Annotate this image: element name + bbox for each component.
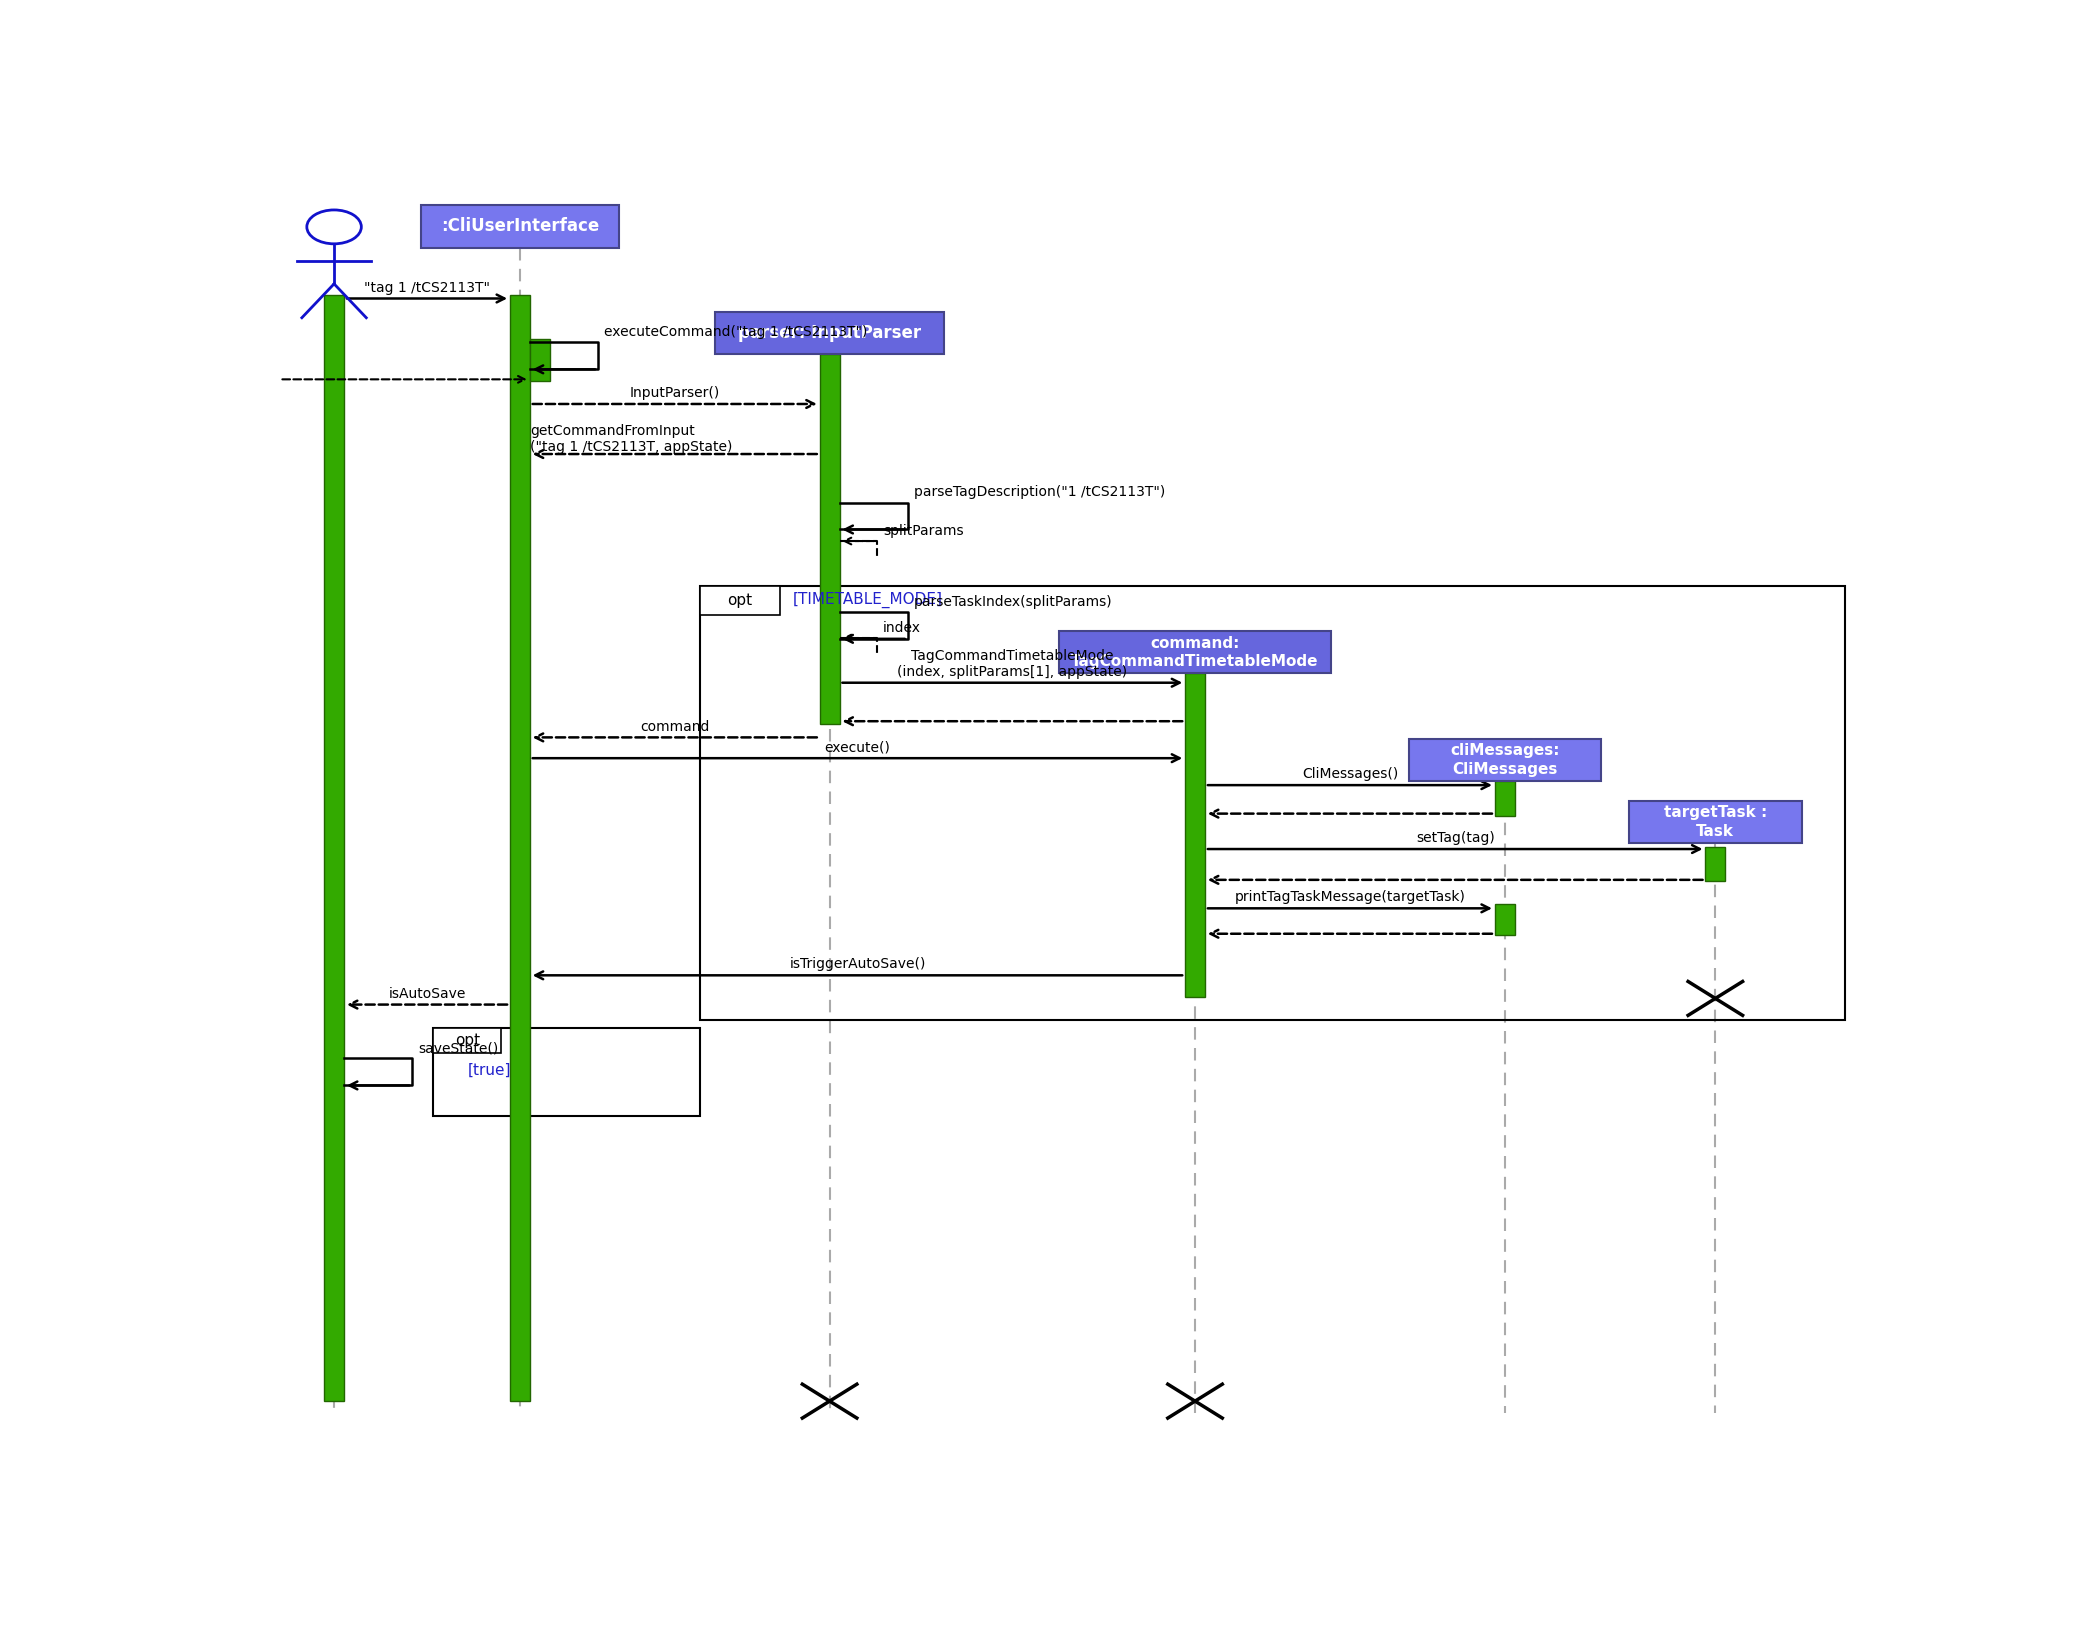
FancyBboxPatch shape (1494, 781, 1515, 815)
Text: command:
TagCommandTimetableMode: command: TagCommandTimetableMode (1072, 636, 1320, 668)
FancyBboxPatch shape (1184, 673, 1205, 997)
Text: executeCommand("tag 1 /tCS2113T"): executeCommand("tag 1 /tCS2113T") (605, 325, 867, 340)
Text: index: index (883, 621, 921, 636)
FancyBboxPatch shape (420, 206, 619, 248)
FancyBboxPatch shape (819, 355, 840, 724)
FancyBboxPatch shape (530, 338, 549, 381)
Text: cliMessages:
CliMessages: cliMessages: CliMessages (1450, 743, 1558, 776)
Text: "tag 1 /tCS2113T": "tag 1 /tCS2113T" (364, 281, 490, 294)
Text: splitParams: splitParams (883, 525, 964, 538)
FancyBboxPatch shape (1060, 631, 1332, 673)
Text: [TIMETABLE_MODE]: [TIMETABLE_MODE] (792, 592, 943, 608)
FancyBboxPatch shape (324, 294, 345, 1400)
FancyBboxPatch shape (700, 585, 779, 614)
FancyBboxPatch shape (1494, 905, 1515, 935)
Text: :CliUserInterface: :CliUserInterface (441, 217, 598, 235)
FancyBboxPatch shape (1629, 801, 1802, 843)
Text: setTag(tag): setTag(tag) (1415, 832, 1494, 845)
FancyBboxPatch shape (432, 1028, 501, 1052)
Text: execute(): execute() (825, 740, 889, 755)
Text: parseTaskIndex(splitParams): parseTaskIndex(splitParams) (914, 595, 1112, 609)
Text: printTagTaskMessage(targetTask): printTagTaskMessage(targetTask) (1234, 891, 1465, 905)
FancyBboxPatch shape (715, 312, 943, 355)
FancyBboxPatch shape (1409, 739, 1600, 781)
Text: opt: opt (455, 1033, 480, 1047)
Text: command: command (640, 719, 709, 734)
Text: TagCommandTimetableMode
(index, splitParams[1], appState): TagCommandTimetableMode (index, splitPar… (898, 649, 1128, 678)
Text: CliMessages(): CliMessages() (1301, 768, 1398, 781)
Text: saveState(): saveState() (418, 1041, 499, 1056)
Text: getCommandFromInput
("tag 1 /tCS2113T, appState): getCommandFromInput ("tag 1 /tCS2113T, a… (530, 423, 731, 454)
Text: targetTask :
Task: targetTask : Task (1664, 806, 1766, 838)
Text: [true]: [true] (468, 1062, 511, 1077)
Text: isAutoSave: isAutoSave (389, 987, 465, 1000)
Text: isTriggerAutoSave(): isTriggerAutoSave() (790, 958, 925, 972)
Text: InputParser(): InputParser() (630, 386, 719, 400)
FancyBboxPatch shape (509, 294, 530, 1400)
Text: opt: opt (727, 593, 752, 608)
Text: parser: InputParser: parser: InputParser (738, 324, 921, 342)
Text: parseTagDescription("1 /tCS2113T"): parseTagDescription("1 /tCS2113T") (914, 485, 1166, 500)
FancyBboxPatch shape (1706, 846, 1725, 881)
